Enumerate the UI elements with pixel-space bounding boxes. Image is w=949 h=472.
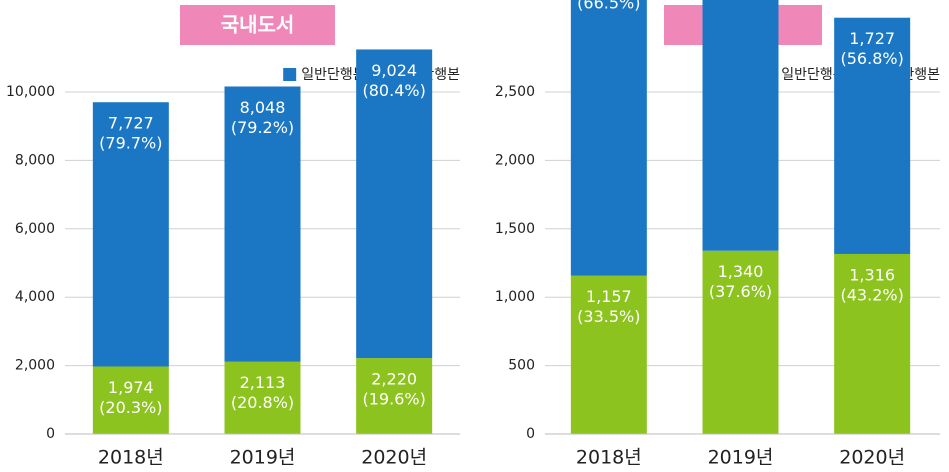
y-tick-label: 4,000: [15, 289, 55, 305]
data-label: 8,048: [240, 98, 286, 117]
x-tick-label: 2018년: [576, 447, 642, 469]
y-tick-label: 10,000: [6, 84, 55, 100]
y-tick-label: 2,000: [495, 152, 535, 168]
bar-segment: [224, 86, 301, 362]
y-tick-label: 1,500: [495, 221, 535, 237]
data-label: 2,220: [371, 370, 417, 389]
bar-segment: [834, 253, 911, 434]
share-label: (37.6%): [709, 282, 772, 301]
x-tick-label: 2019년: [230, 447, 296, 469]
bar-segment: [224, 361, 301, 434]
share-label: (20.3%): [99, 398, 162, 417]
data-label: 1,340: [718, 262, 764, 281]
bar-segment: [702, 0, 779, 251]
title-box: [180, 5, 335, 45]
y-tick-label: 2,000: [15, 358, 55, 374]
data-label: 9,024: [371, 61, 417, 80]
share-label: (79.2%): [231, 118, 294, 137]
data-label: 1,974: [108, 378, 154, 397]
y-tick-label: 0: [46, 426, 55, 442]
y-tick-label: 1,000: [495, 289, 535, 305]
bar-segment: [92, 102, 169, 367]
share-label: (66.5%): [577, 0, 640, 13]
bar-segment: [356, 49, 433, 359]
legend-label: 일반단행본: [781, 67, 846, 83]
bar-segment: [570, 0, 647, 276]
data-label: 7,727: [108, 114, 154, 133]
x-tick-label: 2018년: [98, 447, 164, 469]
share-label: (33.5%): [577, 307, 640, 326]
share-label: (43.2%): [841, 285, 904, 304]
y-tick-label: 2,500: [495, 84, 535, 100]
bar-segment: [356, 358, 433, 434]
legend-swatch: [283, 68, 297, 81]
y-tick-label: 6,000: [15, 221, 55, 237]
x-tick-label: 2019년: [708, 447, 774, 469]
share-label: (19.6%): [363, 390, 426, 409]
bar-segment: [834, 17, 911, 254]
bar-segment: [92, 366, 169, 434]
share-label: (56.8%): [841, 49, 904, 68]
x-tick-label: 2020년: [839, 447, 905, 469]
x-tick-label: 2020년: [361, 447, 427, 469]
bar-segment: [702, 250, 779, 434]
data-label: 1,727: [849, 29, 895, 48]
data-label: 1,316: [849, 265, 895, 284]
share-label: (79.7%): [99, 134, 162, 153]
y-tick-label: 0: [526, 426, 535, 442]
data-label: 1,157: [586, 287, 632, 306]
bar-segment: [570, 275, 647, 434]
y-tick-label: 500: [508, 358, 535, 374]
data-label: 2,113: [240, 373, 286, 392]
legend-label: 일반단행본: [301, 67, 366, 83]
chart-title: 국내도서: [221, 13, 295, 37]
share-label: (20.8%): [231, 393, 294, 412]
y-tick-label: 8,000: [15, 152, 55, 168]
share-label: (80.4%): [363, 81, 426, 100]
